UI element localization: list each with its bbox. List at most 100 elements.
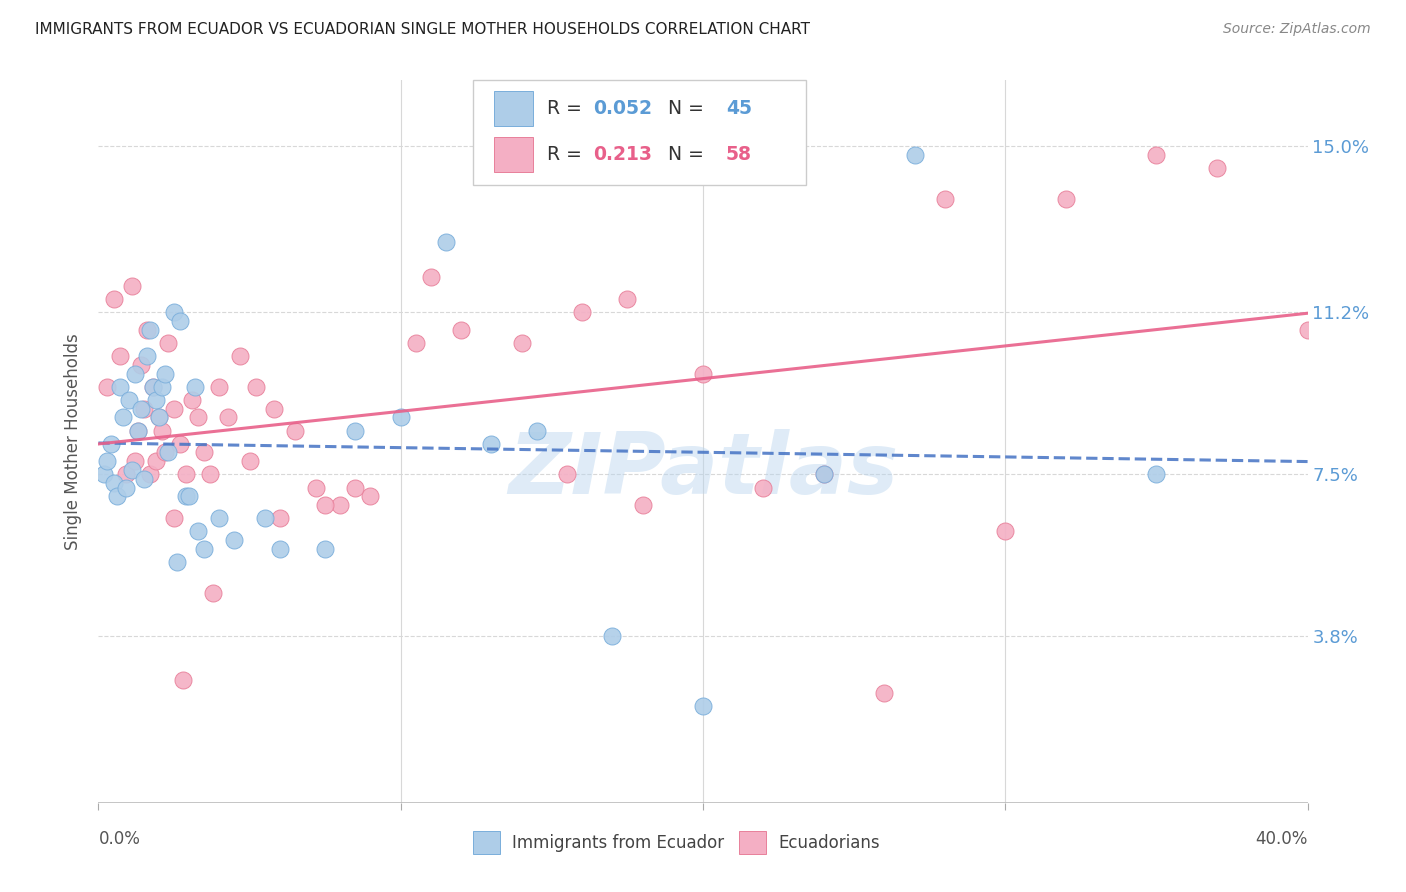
Point [1146, 467, 1168, 482]
Point [156, 336, 179, 351]
Text: N =: N = [655, 145, 710, 164]
Point [245, 380, 267, 394]
Point [135, 323, 157, 337]
Point [156, 445, 179, 459]
Point [96, 454, 118, 468]
Point [314, 498, 336, 512]
FancyBboxPatch shape [474, 80, 806, 185]
Point [229, 349, 252, 363]
Point [389, 410, 412, 425]
FancyBboxPatch shape [494, 137, 533, 171]
FancyBboxPatch shape [494, 91, 533, 126]
Text: 0.052: 0.052 [593, 99, 652, 118]
Point [93, 467, 115, 482]
Point [142, 380, 165, 394]
Point [174, 489, 197, 503]
Point [813, 467, 835, 482]
Point [121, 279, 143, 293]
Text: 0.0%: 0.0% [98, 830, 141, 848]
Point [1054, 192, 1077, 206]
Point [450, 323, 472, 337]
Point [631, 498, 654, 512]
Point [813, 467, 835, 482]
Point [184, 380, 207, 394]
Point [571, 305, 593, 319]
Point [692, 367, 714, 381]
Point [616, 292, 638, 306]
Point [344, 481, 367, 495]
Point [420, 270, 443, 285]
Point [105, 489, 128, 503]
Text: Ecuadorians: Ecuadorians [778, 833, 880, 852]
Point [114, 467, 136, 482]
Point [481, 436, 503, 450]
Point [179, 489, 201, 503]
Point [132, 401, 155, 416]
Point [150, 380, 173, 394]
Text: R =: R = [547, 145, 588, 164]
FancyBboxPatch shape [740, 831, 766, 855]
Point [118, 392, 141, 407]
Text: 58: 58 [725, 145, 752, 164]
Point [329, 498, 352, 512]
Point [111, 410, 134, 425]
Point [187, 410, 209, 425]
Point [169, 314, 191, 328]
Point [253, 511, 276, 525]
Point [208, 511, 231, 525]
Point [127, 424, 149, 438]
Point [405, 336, 427, 351]
Text: 40.0%: 40.0% [1256, 830, 1308, 848]
Point [305, 481, 328, 495]
Point [148, 410, 170, 425]
Point [269, 511, 291, 525]
Point [103, 476, 125, 491]
Point [555, 467, 578, 482]
Point [692, 699, 714, 714]
Point [163, 511, 186, 525]
Point [145, 392, 167, 407]
Point [163, 401, 186, 416]
Point [510, 336, 533, 351]
Text: Immigrants from Ecuador: Immigrants from Ecuador [512, 833, 724, 852]
Point [602, 629, 624, 643]
Point [994, 524, 1017, 539]
Point [114, 481, 136, 495]
Point [135, 349, 157, 363]
Point [124, 454, 146, 468]
Point [904, 147, 927, 161]
Point [139, 467, 162, 482]
Point [108, 349, 131, 363]
Point [127, 424, 149, 438]
Point [129, 401, 152, 416]
Point [200, 467, 222, 482]
Point [752, 481, 775, 495]
Text: 45: 45 [725, 99, 752, 118]
Point [193, 541, 215, 556]
Text: ZIPatlas: ZIPatlas [508, 429, 898, 512]
Point [239, 454, 262, 468]
FancyBboxPatch shape [474, 831, 501, 855]
Point [934, 192, 956, 206]
Text: R =: R = [547, 99, 588, 118]
Point [202, 585, 225, 599]
Point [263, 401, 285, 416]
Point [145, 454, 167, 468]
Point [166, 555, 188, 569]
Point [1296, 323, 1319, 337]
Point [129, 358, 152, 372]
Point [1146, 147, 1168, 161]
Point [108, 380, 131, 394]
Point [344, 424, 367, 438]
Point [873, 686, 896, 700]
Point [284, 424, 307, 438]
Text: Source: ZipAtlas.com: Source: ZipAtlas.com [1223, 22, 1371, 37]
Point [187, 524, 209, 539]
Point [100, 436, 122, 450]
Point [142, 380, 165, 394]
Point [103, 292, 125, 306]
Point [172, 673, 194, 688]
Point [139, 323, 162, 337]
Point [224, 533, 246, 547]
Point [360, 489, 382, 503]
